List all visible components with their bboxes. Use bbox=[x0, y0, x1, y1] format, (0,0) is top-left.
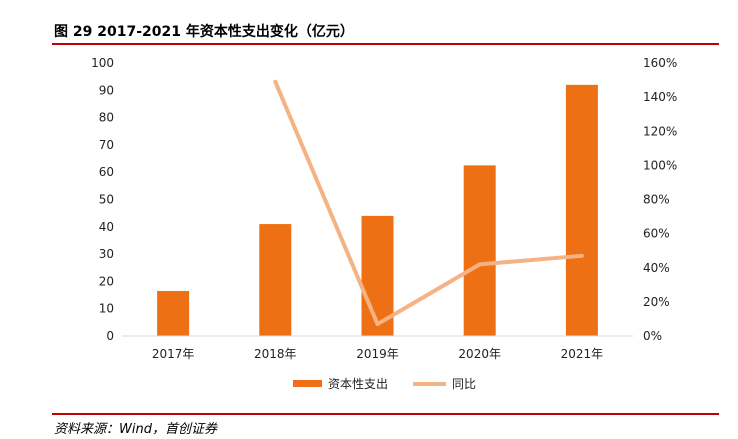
line-group bbox=[273, 79, 584, 327]
x-axis-ticks: 2017年 2018年 2019年 2020年 2021年 bbox=[152, 347, 603, 361]
left-tick-label: 0 bbox=[106, 329, 114, 343]
x-tick-label: 2020年 bbox=[458, 347, 501, 361]
right-tick-label: 80% bbox=[643, 193, 670, 207]
right-tick-label: 20% bbox=[643, 295, 670, 309]
legend: 资本性支出 同比 bbox=[293, 377, 476, 391]
right-tick-label: 40% bbox=[643, 261, 670, 275]
yoy-point-3 bbox=[580, 254, 584, 258]
right-tick-label: 60% bbox=[643, 227, 670, 241]
yoy-line bbox=[273, 79, 584, 327]
yoy-point-2 bbox=[478, 262, 482, 266]
legend-line-label: 同比 bbox=[452, 377, 476, 391]
left-tick-label: 60 bbox=[99, 165, 114, 179]
left-tick-label: 50 bbox=[99, 193, 114, 207]
source-note: 资料来源：Wind，首创证券 bbox=[54, 422, 217, 437]
bar-3 bbox=[463, 165, 496, 336]
right-axis-ticks: 0% 20% 40% 60% 80% 100% 120% 140% 160% bbox=[643, 56, 677, 343]
left-tick-label: 70 bbox=[99, 138, 114, 152]
left-tick-label: 40 bbox=[99, 220, 114, 234]
right-tick-label: 140% bbox=[643, 90, 677, 104]
title-rule bbox=[52, 43, 719, 45]
figure-title: 图 29 2017-2021 年资本性支出变化（亿元） bbox=[54, 24, 354, 40]
right-tick-label: 100% bbox=[643, 158, 677, 172]
legend-bar-swatch bbox=[293, 380, 322, 387]
yoy-point-0 bbox=[273, 80, 277, 84]
bars-group bbox=[157, 84, 598, 336]
bar-1 bbox=[259, 224, 292, 336]
x-tick-label: 2021年 bbox=[561, 347, 604, 361]
left-tick-label: 100 bbox=[91, 56, 114, 70]
x-tick-label: 2019年 bbox=[356, 347, 399, 361]
right-tick-label: 160% bbox=[643, 56, 677, 70]
yoy-point-1 bbox=[376, 322, 379, 326]
left-tick-label: 90 bbox=[99, 83, 114, 97]
left-tick-label: 10 bbox=[99, 302, 114, 316]
x-tick-label: 2017年 bbox=[152, 347, 195, 361]
bar-0 bbox=[157, 290, 190, 336]
legend-bar-label: 资本性支出 bbox=[328, 377, 388, 391]
left-axis-ticks: 0 10 20 30 40 50 60 70 80 90 100 bbox=[91, 56, 114, 343]
bar-4 bbox=[565, 84, 598, 336]
left-tick-label: 80 bbox=[99, 111, 114, 125]
source-rule bbox=[52, 413, 719, 415]
x-tick-label: 2018年 bbox=[254, 347, 297, 361]
right-tick-label: 120% bbox=[643, 124, 677, 138]
left-tick-label: 20 bbox=[99, 274, 114, 288]
right-tick-label: 0% bbox=[643, 329, 662, 343]
left-tick-label: 30 bbox=[99, 247, 114, 261]
